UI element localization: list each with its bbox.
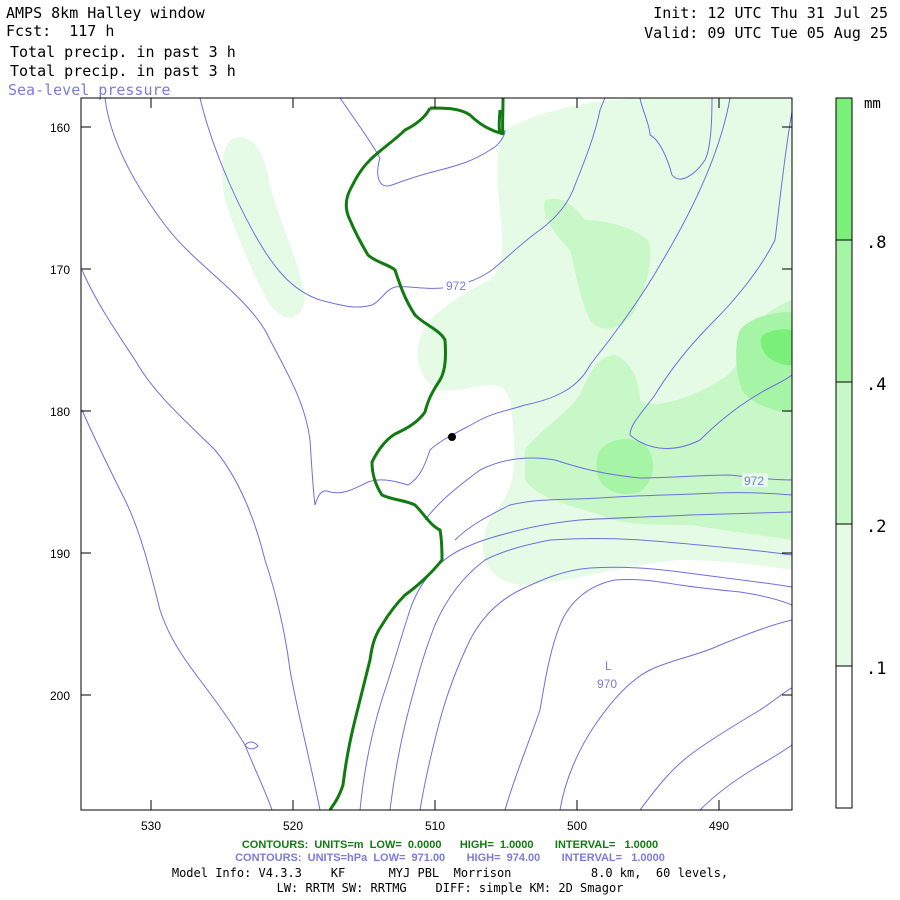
terrain-contour-info: CONTOURS: UNITS=m LOW= 0.0000 HIGH= 1.00… (241, 839, 659, 851)
field-label-3: Sea-level pressure (8, 81, 171, 99)
isobar-label: 970 (597, 677, 617, 691)
legend-swatch-max (836, 98, 852, 240)
x-tick-label: 490 (709, 819, 729, 833)
terrain-contour (328, 98, 505, 810)
x-tick-label: 500 (567, 819, 587, 833)
legend-unit: mm (864, 96, 881, 112)
plot-frame (80, 97, 793, 811)
y-tick-label: 170 (50, 263, 70, 277)
precip-legend: mm .8 .4 .2 .1 (835, 96, 886, 809)
legend-label: .8 (866, 233, 886, 253)
legend-label: .4 (866, 375, 886, 395)
y-tick-label: 190 (50, 547, 70, 561)
valid-time: Valid: 09 UTC Tue 05 Aug 25 (644, 24, 888, 42)
legend-swatch-none (836, 666, 852, 808)
isobar-label: 972 (446, 279, 466, 293)
legend-swatch-high (836, 240, 852, 382)
isobar-label: 972 (744, 474, 764, 488)
y-tick-label: 180 (50, 405, 70, 419)
model-info: Model Info: V4.3.3 KF MYJ PBL Morrison 8… (171, 866, 729, 880)
x-tick-label: 510 (425, 819, 445, 833)
isobar-lines (81, 98, 792, 810)
field-label-1: Total precip. in past 3 h (10, 43, 236, 61)
legend-swatch-light (836, 524, 852, 666)
legend-label: .2 (866, 517, 886, 537)
map-title: AMPS 8km Halley window (6, 4, 205, 22)
field-label-2: Total precip. in past 3 h (10, 62, 236, 80)
legend-label: .1 (866, 659, 886, 679)
x-tick-label: 530 (141, 819, 161, 833)
precip-fill-max (760, 329, 792, 366)
y-tick-label: 200 (50, 689, 70, 703)
physics-info: LW: RRTM SW: RRTMG DIFF: simple KM: 2D S… (276, 881, 624, 895)
low-pressure-marker: L (605, 659, 612, 673)
x-tick-label: 520 (283, 819, 303, 833)
isobar-contour-info: CONTOURS: UNITS=hPa LOW= 971.00 HIGH= 97… (235, 852, 665, 864)
forecast-hour: Fcst: 117 h (6, 22, 115, 40)
precip-fill-mid (525, 198, 792, 540)
legend-swatch-mid (836, 382, 852, 524)
y-axis (81, 126, 792, 696)
station-marker (448, 433, 456, 441)
init-time: Init: 12 UTC Thu 31 Jul 25 (653, 4, 888, 22)
x-axis (150, 98, 720, 810)
map-plot-area: 972 972 L 970 (81, 98, 792, 810)
y-tick-label: 160 (50, 121, 70, 135)
